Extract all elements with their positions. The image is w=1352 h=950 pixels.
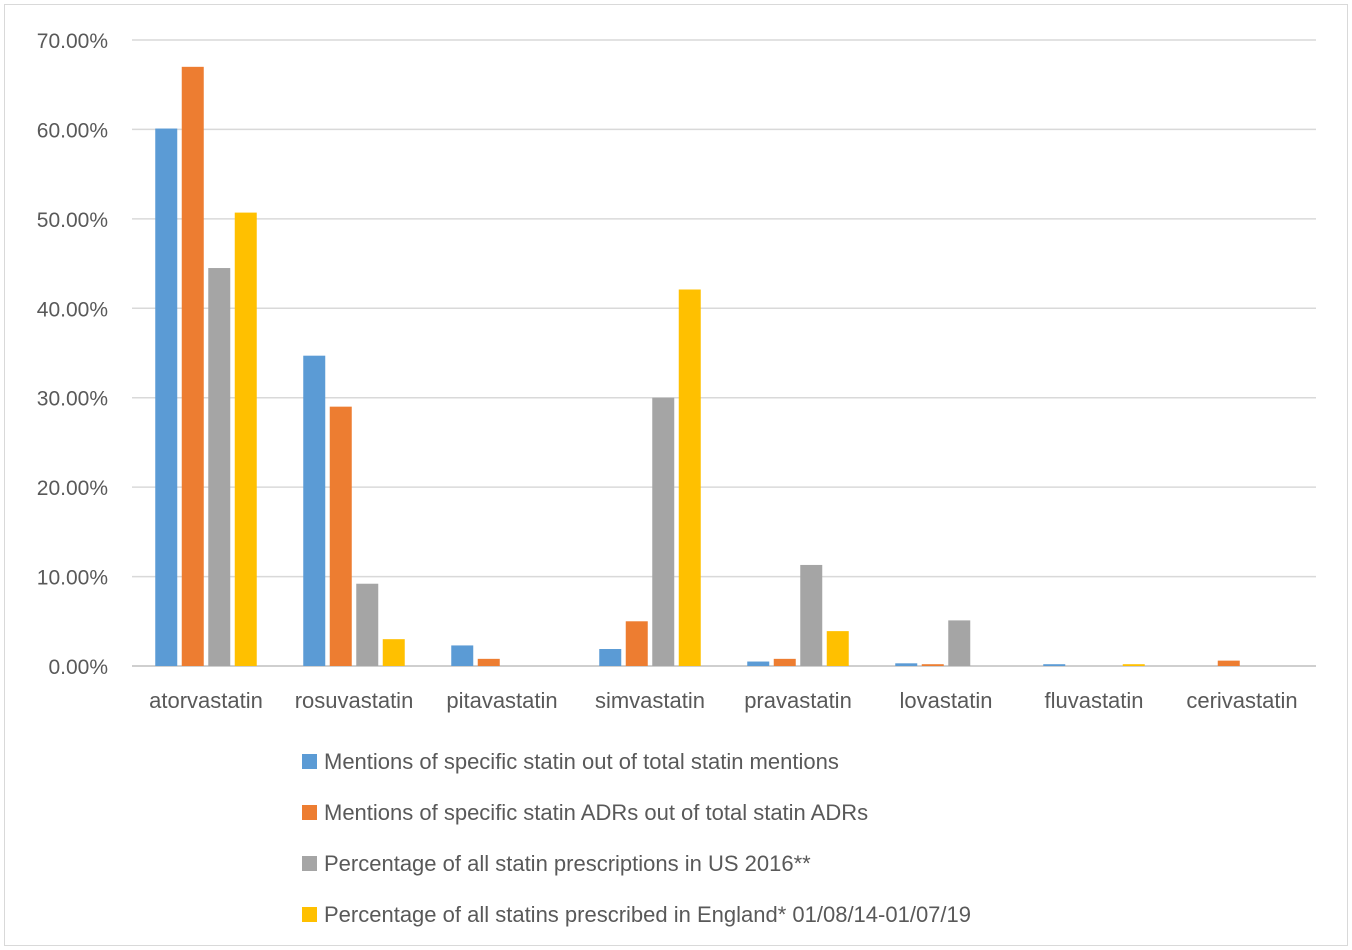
bar-atorvastatin-series-2 <box>181 66 204 667</box>
legend: Mentions of specific statin out of total… <box>302 749 971 927</box>
bar-lovastatin-series-3 <box>948 620 971 666</box>
x-category-label: cerivastatin <box>1186 688 1297 713</box>
bar-simvastatin-series-1 <box>599 649 622 666</box>
y-tick-label: 70.00% <box>37 30 108 53</box>
bar-rosuvastatin-series-2 <box>329 406 352 666</box>
y-tick-label: 20.00% <box>37 477 108 500</box>
x-category-label: pitavastatin <box>446 688 557 713</box>
x-category-label: rosuvastatin <box>295 688 414 713</box>
bar-lovastatin-series-1 <box>895 663 918 666</box>
bar-pravastatin-series-3 <box>800 564 823 666</box>
y-tick-label: 60.00% <box>37 119 108 142</box>
bar-atorvastatin-series-4 <box>234 212 257 666</box>
bar-pravastatin-series-1 <box>747 661 770 666</box>
bar-rosuvastatin-series-3 <box>356 583 379 666</box>
x-category-label: fluvastatin <box>1044 688 1143 713</box>
x-axis-categories: atorvastatin rosuvastatin pitavastatin simv… <box>149 688 1298 713</box>
bar-pravastatin-series-2 <box>773 658 796 666</box>
bar-lovastatin-series-2 <box>921 664 944 666</box>
bars <box>155 66 1240 667</box>
y-tick-label: 0.00% <box>48 656 108 679</box>
bar-pitavastatin-series-1 <box>451 645 474 666</box>
bar-simvastatin-series-4 <box>678 289 701 666</box>
bar-atorvastatin-series-1 <box>155 128 178 666</box>
bar-rosuvastatin-series-1 <box>303 355 326 666</box>
y-axis-ticks: 0.00% 10.00% 20.00% 30.00% 40.00% 50.00% 60.00… <box>37 30 108 679</box>
y-tick-label: 50.00% <box>37 209 108 232</box>
y-tick-label: 10.00% <box>37 567 108 590</box>
legend-label: Percentage of all statins prescribed in … <box>324 902 971 927</box>
y-tick-label: 40.00% <box>37 298 108 321</box>
x-category-label: lovastatin <box>900 688 993 713</box>
bar-pitavastatin-series-2 <box>477 658 500 666</box>
legend-swatch <box>302 805 317 820</box>
bar-fluvastatin-series-4 <box>1122 664 1145 666</box>
bar-pravastatin-series-4 <box>826 631 849 666</box>
x-category-label: pravastatin <box>744 688 852 713</box>
legend-swatch <box>302 907 317 922</box>
bar-rosuvastatin-series-4 <box>382 639 405 666</box>
x-category-label: simvastatin <box>595 688 705 713</box>
bar-fluvastatin-series-1 <box>1043 664 1066 666</box>
legend-label: Mentions of specific statin ADRs out of … <box>324 800 868 825</box>
y-tick-label: 30.00% <box>37 388 108 411</box>
bar-cerivastatin-series-2 <box>1217 660 1240 666</box>
bar-simvastatin-series-3 <box>652 397 675 666</box>
legend-swatch <box>302 856 317 871</box>
bar-atorvastatin-series-3 <box>208 268 231 666</box>
legend-label: Percentage of all statin prescriptions i… <box>324 851 811 876</box>
bar-simvastatin-series-2 <box>625 621 648 666</box>
legend-label: Mentions of specific statin out of total… <box>324 749 839 774</box>
gridlines <box>132 39 1316 667</box>
x-category-label: atorvastatin <box>149 688 263 713</box>
legend-swatch <box>302 754 317 769</box>
